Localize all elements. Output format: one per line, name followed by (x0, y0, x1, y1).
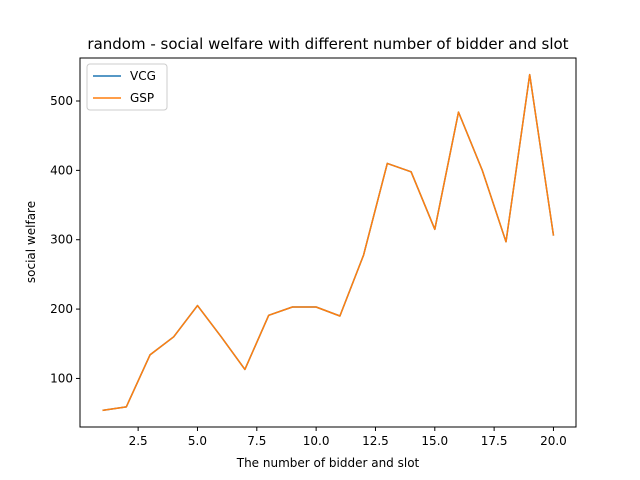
y-tick-label: 500 (50, 94, 73, 108)
x-tick-label: 12.5 (362, 434, 389, 448)
x-axis-label: The number of bidder and slot (236, 456, 420, 470)
legend: VCG GSP (86, 63, 168, 111)
legend-label-gsp: GSP (130, 91, 154, 105)
x-tick-label: 5.0 (188, 434, 207, 448)
plot-frame (79, 57, 577, 428)
y-tick-label: 300 (50, 233, 73, 247)
chart-title: random - social welfare with different n… (87, 35, 568, 53)
series-line-vcg (102, 73, 555, 412)
y-tick-label: 400 (50, 163, 73, 177)
x-tick-label: 10.0 (303, 434, 330, 448)
y-tick-label: 100 (50, 371, 73, 385)
y-axis: 100 200 300 400 500 (50, 94, 80, 385)
x-tick-label: 2.5 (129, 434, 148, 448)
legend-label-vcg: VCG (130, 69, 156, 83)
x-tick-label: 20.0 (540, 434, 567, 448)
y-axis-label: social welfare (24, 201, 38, 283)
y-tick-label: 200 (50, 302, 73, 316)
x-tick-label: 17.5 (481, 434, 508, 448)
x-tick-label: 7.5 (247, 434, 266, 448)
x-tick-label: 15.0 (421, 434, 448, 448)
x-axis: 2.5 5.0 7.5 10.0 12.5 15.0 17.5 20.0 (129, 427, 567, 448)
series-line-gsp (102, 73, 555, 412)
series-layer (102, 73, 555, 412)
